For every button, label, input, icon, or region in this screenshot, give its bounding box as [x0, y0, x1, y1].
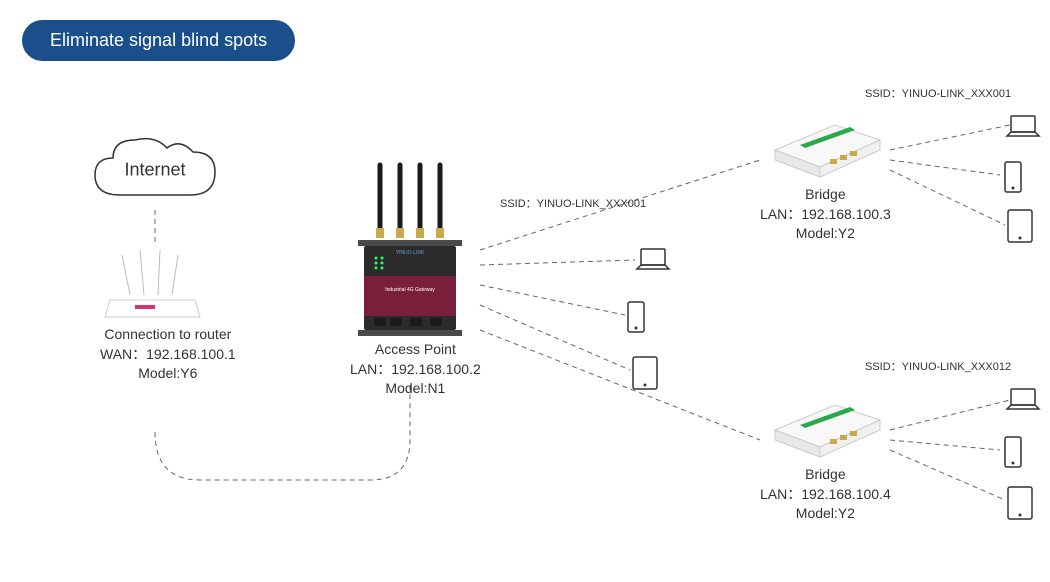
- phone-icon: [1002, 435, 1024, 469]
- router-label: Connection to router WAN：192.168.100.1 M…: [100, 325, 236, 384]
- access-point: Industrial 4G Gateway YINUO-LINK Access …: [350, 160, 481, 399]
- home-router: Connection to router WAN：192.168.100.1 M…: [100, 245, 236, 384]
- svg-text:YINUO-LINK: YINUO-LINK: [396, 250, 425, 256]
- laptop-icon: [1005, 385, 1041, 415]
- bridge-2: Bridge LAN：192.168.100.4 Model:Y2: [760, 395, 891, 524]
- laptop-icon: [1005, 112, 1041, 142]
- cloud-label: Internet: [124, 160, 185, 181]
- tablet-icon: [1005, 208, 1035, 244]
- laptop-icon: [635, 245, 671, 275]
- ssid-bridge1: SSID：YINUO-LINK_XXX001: [865, 85, 1011, 101]
- ssid-ap: SSID：YINUO-LINK_XXX001: [500, 195, 646, 211]
- ssid-bridge2: SSID：YINUO-LINK_XXX012: [865, 358, 1011, 374]
- phone-icon: [1002, 160, 1024, 194]
- internet-cloud: Internet: [85, 130, 225, 210]
- ap-label: Access Point LAN：192.168.100.2 Model:N1: [350, 340, 481, 399]
- bridge-1: Bridge LAN：192.168.100.3 Model:Y2: [760, 115, 891, 244]
- tablet-icon: [630, 355, 660, 391]
- bridge2-label: Bridge LAN：192.168.100.4 Model:Y2: [760, 465, 891, 524]
- svg-text:Industrial 4G Gateway: Industrial 4G Gateway: [385, 287, 435, 293]
- bridge1-label: Bridge LAN：192.168.100.3 Model:Y2: [760, 185, 891, 244]
- tablet-icon: [1005, 485, 1035, 521]
- phone-icon: [625, 300, 647, 334]
- title-pill: Eliminate signal blind spots: [22, 20, 295, 61]
